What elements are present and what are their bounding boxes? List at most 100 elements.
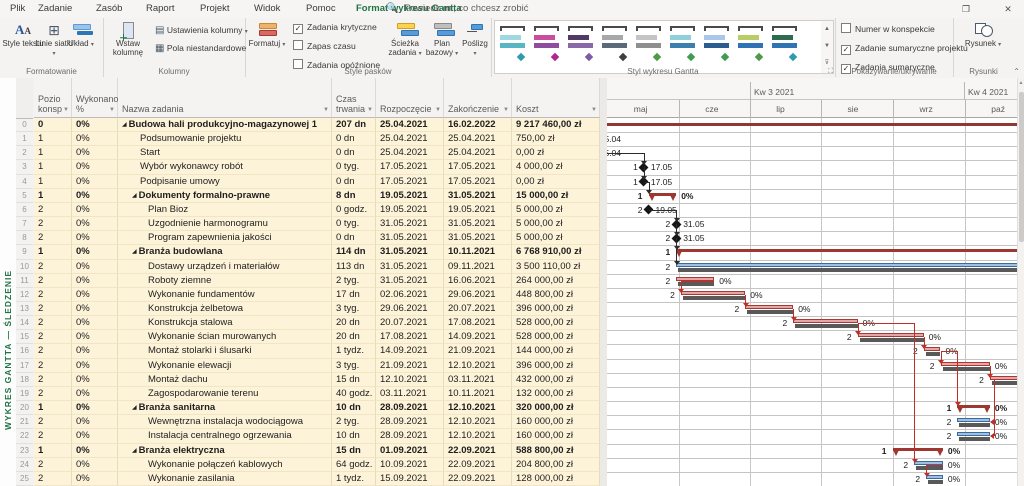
plan-bazowy-button[interactable]: Plan bazowy ▾ [425,20,459,64]
cell-cost[interactable]: 528 000,00 zł [512,330,600,345]
cell-lvl[interactable]: 2 [34,217,72,232]
table-row[interactable]: 1 0% ◢ Branża sanitarna 10 dn 28.09.2021 12.10… [34,401,600,416]
table-row[interactable]: 1 0% Start 0 dn 25.04.2021 25.04.2021 0,00 zł [34,146,600,161]
tab-zadanie[interactable]: Zadanie [38,3,73,14]
table-row[interactable]: 2 0% Uzgodnienie harmonogramu 0 tyg. 31.05.2… [34,217,600,232]
cell-pct[interactable]: 0% [72,259,118,274]
table-row[interactable]: 1 0% Podsumowanie projektu 0 dn 25.04.2021 25… [34,132,600,147]
cell-end[interactable]: 31.05.2021 [444,231,512,246]
table-row[interactable]: 1 0% Wybór wykonawcy robót 0 tyg. 17.05.2021… [34,160,600,175]
table-row[interactable]: 2 0% Konstrukcja stalowa 20 dn 20.07.2021 17.… [34,316,600,331]
cell-end[interactable]: 09.11.2021 [444,259,512,274]
row-number[interactable]: 16 [16,344,33,359]
cell-lvl[interactable]: 2 [34,457,72,472]
cell-dur[interactable]: 0 dn [332,146,376,161]
gantt-style-thumb-3[interactable] [565,23,597,69]
cell-lvl[interactable]: 2 [34,202,72,218]
task-bar[interactable] [676,276,715,281]
cell-lvl[interactable]: 2 [34,231,72,246]
row-number[interactable]: 25 [16,472,33,486]
row-number[interactable]: 5 [16,189,33,203]
cell-cost[interactable]: 144 000,00 zł [512,344,600,359]
cell-lvl[interactable]: 1 [34,245,72,260]
row-number[interactable]: 12 [16,288,33,302]
expand-collapse-icon[interactable]: ◢ [132,405,137,412]
cell-start[interactable]: 17.05.2021 [376,160,444,175]
cell-end[interactable]: 25.04.2021 [444,146,512,161]
gantt-style-thumb-4[interactable] [599,23,631,69]
table-row[interactable]: 2 0% Wykonanie zasilania 1 tydz. 15.09.2021 2… [34,471,600,486]
row-number[interactable]: 18 [16,373,33,387]
table-row[interactable]: 2 0% Wewnętrzna instalacja wodociągowa 2 ty… [34,415,600,430]
table-row[interactable]: 2 0% Wykonanie elewacji 3 tyg. 21.09.2021 12.… [34,358,600,373]
tab-raport[interactable]: Raport [146,3,175,14]
task-bar[interactable] [914,460,943,465]
cell-start[interactable]: 02.06.2021 [376,287,444,302]
cell-pct[interactable]: 0% [72,245,118,260]
cell-dur[interactable]: 0 tyg. [332,160,376,175]
cell-end[interactable]: 10.11.2021 [444,386,512,402]
task-bar[interactable] [989,375,1017,380]
cell-name[interactable]: Konstrukcja stalowa [118,316,332,331]
cell-cost[interactable]: 15 000,00 zł [512,188,600,203]
cell-dur[interactable]: 64 godz. [332,457,376,472]
cell-end[interactable]: 20.07.2021 [444,301,512,317]
cell-start[interactable]: 19.05.2021 [376,188,444,203]
cell-lvl[interactable]: 2 [34,259,72,274]
row-number[interactable]: 24 [16,458,33,472]
cell-end[interactable]: 29.06.2021 [444,287,512,302]
cell-lvl[interactable]: 1 [34,401,72,416]
row-number[interactable]: 0 [16,118,33,133]
filter-arrow-icon[interactable]: ▼ [323,107,329,113]
cell-end[interactable]: 14.09.2021 [444,330,512,345]
cell-name[interactable]: Program zapewnienia jakości [118,231,332,246]
cell-lvl[interactable]: 2 [34,330,72,345]
cell-start[interactable]: 15.09.2021 [376,471,444,486]
cell-start[interactable]: 01.09.2021 [376,443,444,458]
cell-dur[interactable]: 3 tyg. [332,301,376,317]
gantt-style-thumb-1[interactable] [497,23,529,69]
table-row[interactable]: 2 0% Zagospodarowanie terenu 40 godz. 03.11.… [34,386,600,402]
cell-name[interactable]: Wykonanie połączeń kablowych [118,457,332,472]
cell-cost[interactable]: 5 000,00 zł [512,217,600,232]
cell-name[interactable]: Uzgodnienie harmonogramu [118,217,332,232]
cell-dur[interactable]: 0 dn [332,174,376,189]
cell-lvl[interactable]: 2 [34,429,72,444]
linie-siatki-button[interactable]: ⊞ Linie siatki ▾ [35,22,73,57]
row-number[interactable]: 14 [16,316,33,331]
cell-lvl[interactable]: 2 [34,316,72,331]
cell-lvl[interactable]: 2 [34,471,72,486]
cell-pct[interactable]: 0% [72,316,118,331]
task-bar[interactable] [676,262,1017,267]
row-number[interactable]: 20 [16,401,33,416]
cell-name[interactable]: Zagospodarowanie terenu [118,386,332,402]
uklad-button[interactable]: Układ ▾ [64,20,98,64]
checkbox-icon[interactable] [841,23,851,33]
cell-dur[interactable]: 3 tyg. [332,358,376,373]
cell-pct[interactable]: 0% [72,301,118,317]
filter-arrow-icon[interactable]: ▼ [591,107,597,113]
cell-end[interactable]: 25.04.2021 [444,132,512,147]
cell-name[interactable]: Start [118,146,332,161]
cell-cost[interactable]: 5 000,00 zł [512,202,600,218]
dialog-launcher-icon[interactable]: ⛶ [828,68,833,75]
cell-start[interactable]: 03.11.2021 [376,386,444,402]
cell-end[interactable]: 12.10.2021 [444,415,512,430]
chart-body[interactable]: 125.04125.04117.05117.0510%219.05231.052… [607,118,1017,486]
cell-end[interactable]: 12.10.2021 [444,401,512,416]
cell-dur[interactable]: 207 dn [332,118,376,133]
cell-name[interactable]: Wykonanie ścian murowanych [118,330,332,345]
cell-end[interactable]: 12.10.2021 [444,429,512,444]
cell-end[interactable]: 31.05.2021 [444,188,512,203]
cell-end[interactable]: 17.05.2021 [444,174,512,189]
row-number[interactable]: 17 [16,359,33,373]
cell-cost[interactable]: 0,00 zł [512,146,600,161]
cell-end[interactable]: 17.05.2021 [444,160,512,175]
cell-name[interactable]: ◢ Branża budowlana [118,245,332,260]
timescale-quarters[interactable]: Kw 3 2021 Kw 4 2021 [607,78,1017,100]
cell-name[interactable]: Montaż stolarki i ślusarki [118,344,332,359]
cell-pct[interactable]: 0% [72,429,118,444]
cell-dur[interactable]: 17 dn [332,287,376,302]
cell-pct[interactable]: 0% [72,174,118,189]
checkbox-icon[interactable]: ✓ [841,45,851,55]
